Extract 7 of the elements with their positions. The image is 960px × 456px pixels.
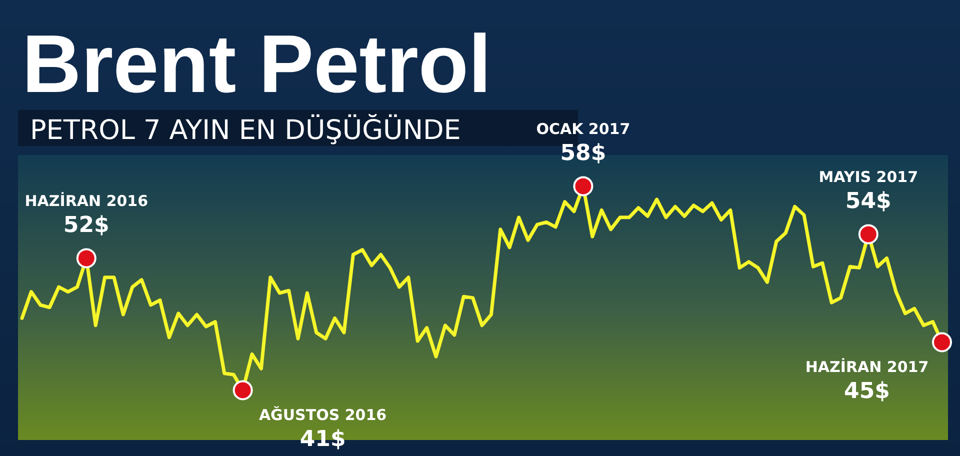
- data-label: AĞUSTOS 2016 41$: [258, 406, 387, 452]
- data-label: HAZİRAN 2017 45$: [805, 358, 929, 404]
- data-label: OCAK 2017 58$: [536, 120, 630, 166]
- chart-title: Brent Petrol: [22, 19, 492, 110]
- data-label: HAZİRAN 2016 52$: [24, 192, 148, 238]
- chart-subtitle: PETROL 7 AYIN EN DÜŞÜĞÜNDE: [30, 113, 461, 146]
- data-label: MAYIS 2017 54$: [818, 168, 918, 214]
